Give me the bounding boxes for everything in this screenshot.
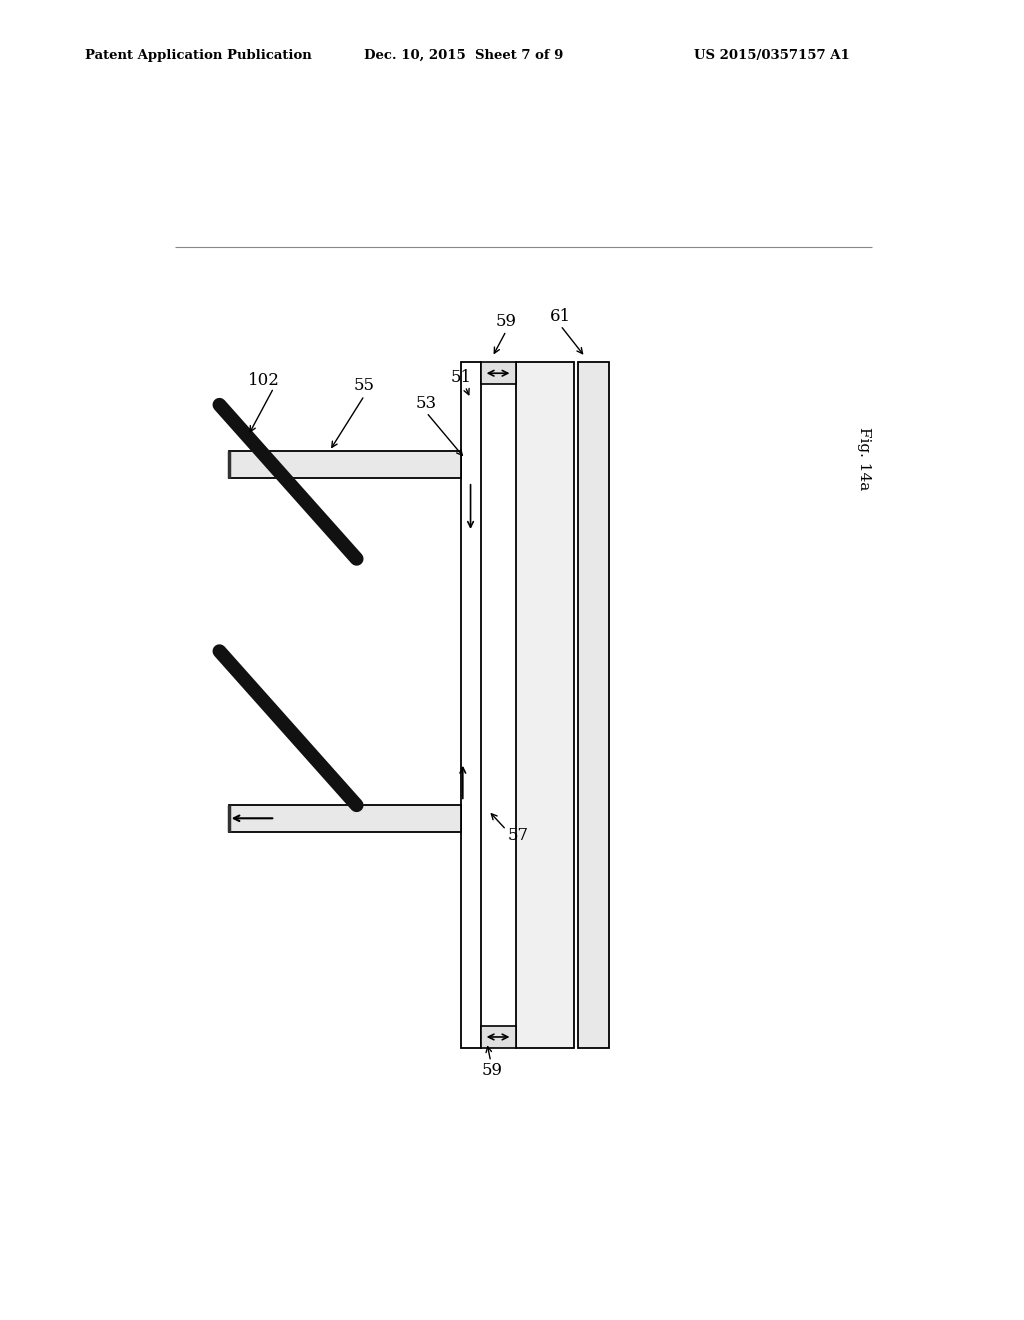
Text: 61: 61 xyxy=(550,308,571,325)
Text: US 2015/0357157 A1: US 2015/0357157 A1 xyxy=(694,49,850,62)
Text: 59: 59 xyxy=(496,313,517,330)
Bar xyxy=(578,363,608,1048)
Text: 55: 55 xyxy=(354,378,375,395)
Text: 53: 53 xyxy=(416,395,437,412)
Text: 57: 57 xyxy=(508,828,528,845)
Bar xyxy=(480,363,515,384)
Text: Fig. 14a: Fig. 14a xyxy=(857,428,871,490)
Text: Patent Application Publication: Patent Application Publication xyxy=(85,49,311,62)
Text: 59: 59 xyxy=(481,1063,503,1080)
Bar xyxy=(228,451,461,478)
Text: 51: 51 xyxy=(451,370,472,387)
Bar xyxy=(480,1026,515,1048)
Bar xyxy=(515,363,573,1048)
Bar xyxy=(228,805,461,832)
Text: 102: 102 xyxy=(248,372,280,388)
Bar xyxy=(461,363,480,1048)
Text: Dec. 10, 2015  Sheet 7 of 9: Dec. 10, 2015 Sheet 7 of 9 xyxy=(364,49,563,62)
